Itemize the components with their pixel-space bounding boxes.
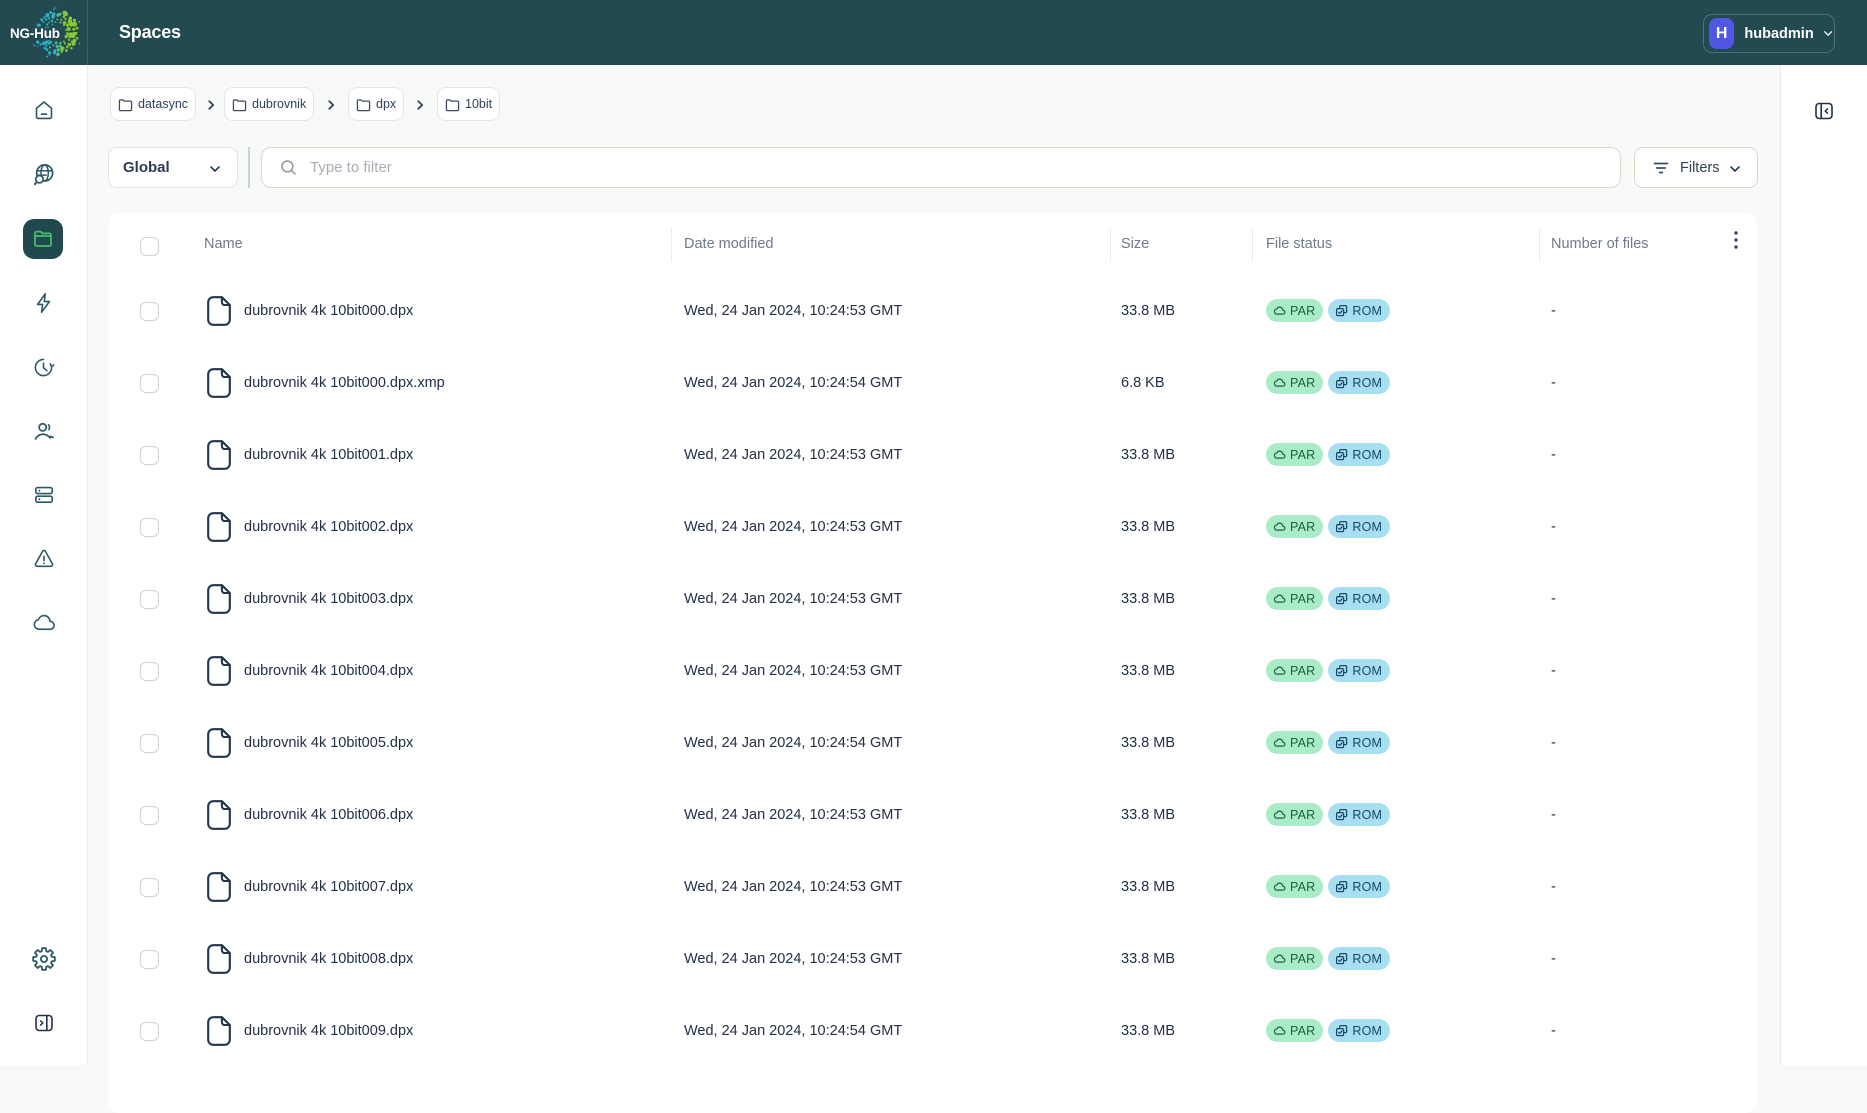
svg-text:NG-Hub: NG-Hub [10,26,60,41]
